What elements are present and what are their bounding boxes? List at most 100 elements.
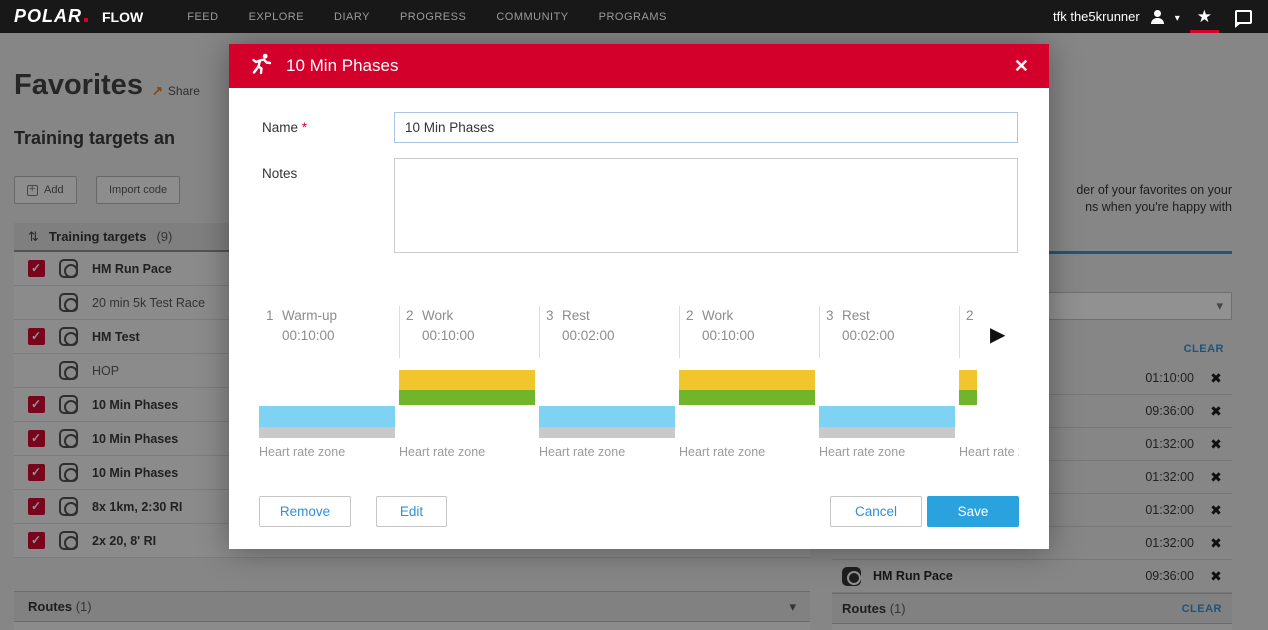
import-code-button[interactable]: Import code [96, 176, 181, 204]
clear-link[interactable]: CLEAR [1181, 602, 1222, 615]
phase-number: 3 [826, 308, 834, 323]
notes-field[interactable] [394, 158, 1018, 253]
nav-feed[interactable]: FEED [187, 10, 219, 23]
training-target-icon [59, 293, 78, 312]
nav-programs[interactable]: PROGRAMS [598, 10, 667, 23]
save-button[interactable]: Save [927, 496, 1019, 527]
phase-duration: 00:10:00 [702, 328, 755, 343]
section-heading: Training targets an [14, 128, 176, 148]
row-checkbox[interactable] [28, 260, 45, 277]
clear-link[interactable]: CLEAR [1183, 343, 1224, 355]
row-checkbox[interactable] [28, 498, 45, 515]
import-code-label: Import code [109, 184, 168, 196]
phase-number: 2 [406, 308, 414, 323]
routes-header: Routes (1) [14, 591, 810, 622]
duration-value: 01:32:00 [1145, 536, 1194, 550]
add-button[interactable]: Add [14, 176, 77, 204]
training-target-icon [842, 566, 861, 586]
zone-label: Heart rate zone [399, 445, 486, 459]
zone-label: Heart rate zone [819, 445, 906, 459]
username[interactable]: tfk the5krunner [1053, 9, 1140, 24]
phase-name: Work [702, 308, 734, 323]
phase-number: 3 [546, 308, 554, 323]
remove-button[interactable]: Remove [259, 496, 351, 527]
row-checkbox[interactable] [28, 396, 45, 413]
training-target-icon [59, 531, 78, 550]
zone-band [259, 427, 395, 438]
phase-name: Rest [842, 308, 870, 323]
phase-column: 2 Heart rate zone [959, 302, 1019, 464]
row-label: HM Run Pace [92, 261, 172, 276]
zone-band [959, 390, 977, 405]
targets-header-label: Training targets [48, 229, 147, 244]
row-label: 8x 1km, 2:30 RI [92, 499, 183, 514]
phase-column: 3 Rest 00:02:00 Heart rate zone [539, 302, 679, 464]
favorites-tab[interactable] [1189, 0, 1220, 33]
top-navbar: POLAR FLOW FEED EXPLORE DIARY PROGRESS C… [0, 0, 1268, 33]
nav-diary[interactable]: DIARY [334, 10, 370, 23]
panel-list: 01:10:00 09:36:00 01:32:00 01:32:00 01:3… [832, 362, 1232, 593]
polar-logo-text: POLAR [14, 6, 82, 26]
zone-band [959, 370, 977, 390]
phase-duration: 00:10:00 [282, 328, 335, 343]
share-label: Share [167, 84, 200, 98]
row-label: HOP [92, 363, 120, 378]
zone-band [399, 390, 535, 405]
user-icon[interactable] [1150, 9, 1165, 24]
phase-duration: 00:10:00 [422, 328, 475, 343]
chevron-down-icon[interactable] [1175, 8, 1180, 26]
zone-band [679, 390, 815, 405]
phase-name: Work [422, 308, 454, 323]
phase-column: 2 Work 00:10:00 Heart rate zone [679, 302, 819, 464]
notes-label: Notes [262, 166, 298, 181]
navbar-right: tfk the5krunner [1053, 0, 1252, 33]
required-mark: * [301, 120, 308, 135]
runner-icon [249, 52, 273, 81]
zone-band [539, 406, 675, 427]
polar-logo[interactable]: POLAR [14, 6, 88, 27]
cancel-button[interactable]: Cancel [830, 496, 922, 527]
close-icon[interactable] [1014, 57, 1029, 76]
row-checkbox[interactable] [28, 532, 45, 549]
next-phases-arrow-icon[interactable] [990, 322, 1014, 348]
duration-value: 01:32:00 [1145, 437, 1194, 451]
name-field[interactable] [394, 112, 1018, 143]
phase-name: Warm-up [282, 308, 338, 323]
partial-row [832, 624, 1232, 630]
polar-logo-dot-icon [84, 18, 88, 22]
phase-column: 1 Warm-up 00:10:00 Heart rate zone [259, 302, 399, 464]
row-label: 10 Min Phases [92, 397, 179, 412]
row-label: 10 Min Phases [92, 431, 179, 446]
flow-logo[interactable]: FLOW [102, 8, 144, 25]
duration-value: 09:36:00 [1145, 569, 1194, 583]
row-label: 20 min 5k Test Race [92, 295, 206, 310]
panel-row[interactable]: 01:32:00 [832, 527, 1232, 560]
zone-label: Heart rate zone [959, 445, 1019, 459]
zone-band [399, 370, 535, 390]
row-label: 2x 20, 8' RI [92, 533, 157, 548]
row-checkbox[interactable] [28, 328, 45, 345]
nav-progress[interactable]: PROGRESS [399, 10, 467, 23]
edit-button[interactable]: Edit [376, 496, 447, 527]
nav-explore[interactable]: EXPLORE [248, 10, 305, 23]
training-target-icon [59, 463, 78, 482]
phase-column: 3 Rest 00:02:00 Heart rate zone [819, 302, 959, 464]
phase-number: 2 [966, 308, 974, 323]
notification-icon[interactable] [1235, 9, 1252, 28]
nav-community[interactable]: COMMUNITY [496, 10, 569, 23]
training-target-icon [59, 327, 78, 346]
hint-line-1: der of your favorites on your [1076, 183, 1232, 197]
panel-row[interactable]: HM Run Pace 09:36:00 [832, 560, 1232, 593]
training-target-icon [59, 395, 78, 414]
row-checkbox[interactable] [28, 430, 45, 447]
dialog-title: 10 Min Phases [286, 56, 399, 75]
row-label: HM Test [92, 329, 140, 344]
zone-band [679, 370, 815, 390]
row-checkbox[interactable] [28, 464, 45, 481]
star-icon [1197, 7, 1212, 27]
duration-value: 09:36:00 [1145, 404, 1194, 418]
zone-label: Heart rate zone [259, 445, 346, 459]
phase-duration: 00:02:00 [562, 328, 615, 343]
main-menu: FEED EXPLORE DIARY PROGRESS COMMUNITY PR… [187, 11, 667, 23]
share-control[interactable]: Share [152, 83, 200, 99]
